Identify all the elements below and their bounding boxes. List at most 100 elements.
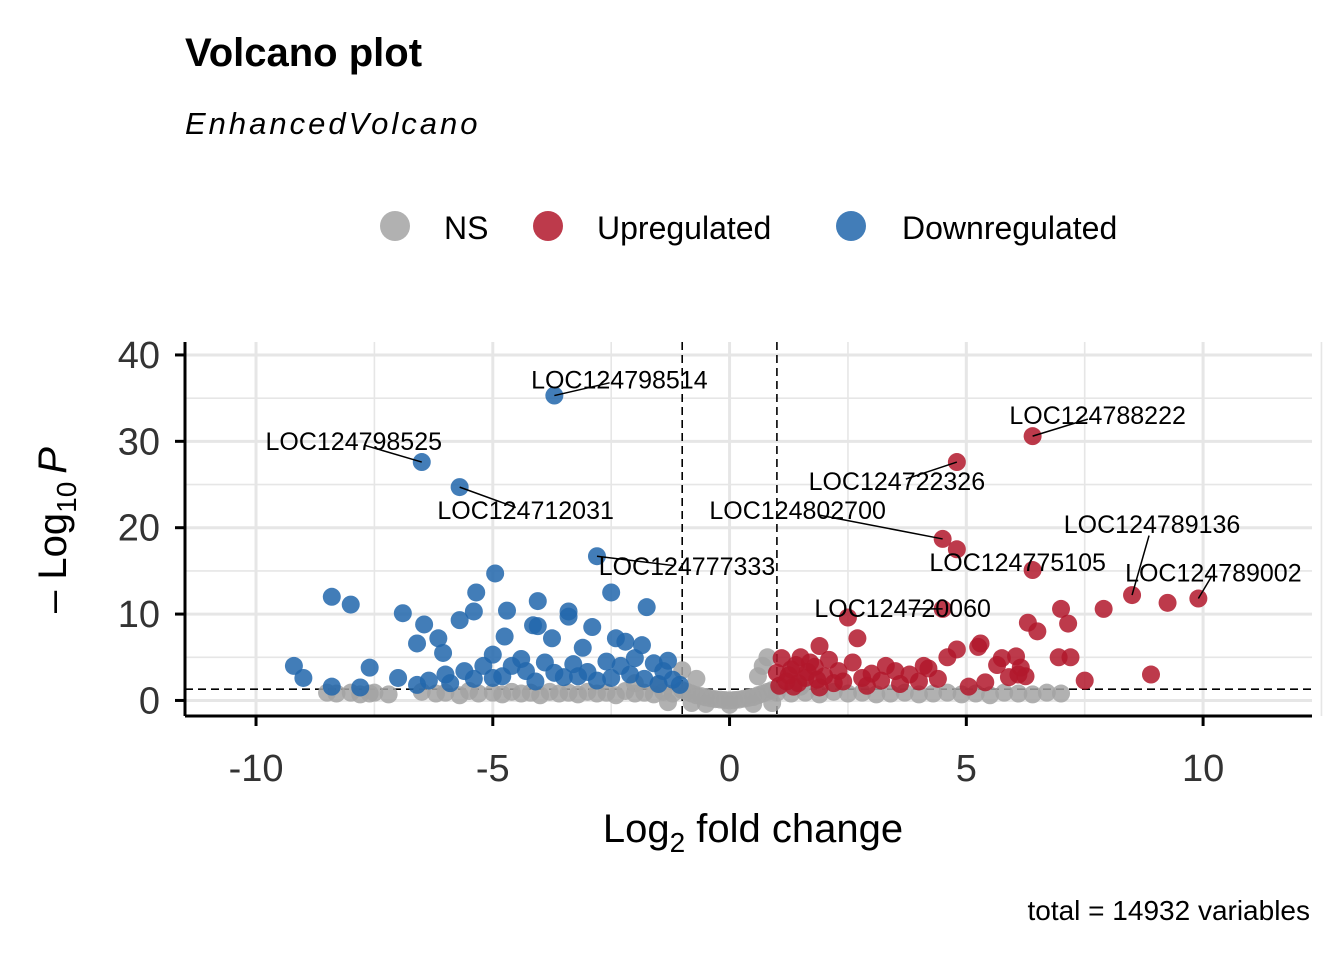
point-labels: LOC124798514 LOC124798525 LOC124712031 LOC1… (265, 367, 1301, 623)
point-upregulated (947, 540, 966, 559)
point-downregulated (528, 592, 547, 611)
y-tick-label: 20 (118, 508, 160, 550)
point-upregulated (928, 669, 947, 688)
point-downregulated (569, 667, 588, 686)
point-label: LOC124775105 (929, 549, 1106, 577)
point-downregulated (545, 663, 564, 682)
point-downregulated (294, 668, 313, 687)
ticks: -10 -5 0 5 10 0 10 20 30 40 (118, 335, 1225, 790)
point-upregulated (1075, 671, 1094, 690)
point-upregulated (891, 675, 910, 694)
point-upregulated (909, 672, 928, 691)
point-upregulated (988, 656, 1007, 675)
point-upregulated (969, 637, 988, 656)
point-downregulated (616, 632, 635, 651)
label-connector (459, 486, 517, 509)
point-downregulated (389, 668, 408, 687)
point-upregulated (1094, 599, 1113, 618)
x-tick-label: -5 (476, 748, 510, 790)
point-downregulated (464, 602, 483, 621)
point-upregulated (1158, 593, 1177, 612)
point-downregulated (360, 658, 379, 677)
point-downregulated (415, 615, 434, 634)
y-tick-label: 30 (118, 421, 160, 463)
point-ns (469, 684, 488, 703)
label-connector (819, 514, 943, 540)
point-upregulated (1023, 561, 1042, 580)
data-points (284, 386, 1208, 714)
point-downregulated (429, 629, 448, 648)
chart-title: Volcano plot (185, 31, 422, 75)
point-upregulated (810, 678, 829, 697)
point-label: LOC124720060 (814, 595, 991, 623)
point-downregulated (341, 595, 360, 614)
x-tick-label: 10 (1182, 748, 1224, 790)
point-upregulated (1052, 599, 1071, 618)
point-ns (365, 683, 384, 702)
point-ns (720, 695, 739, 714)
point-downregulated (625, 649, 644, 668)
point-downregulated (495, 627, 514, 646)
label-connector (363, 444, 422, 463)
point-upregulated (914, 656, 933, 675)
point-ns (659, 693, 677, 712)
x-tick-label: 5 (956, 748, 977, 790)
legend-label-upregulated: Upregulated (597, 210, 771, 246)
label-connector (554, 382, 610, 397)
point-downregulated (450, 611, 469, 630)
point-upregulated (810, 637, 829, 656)
point-downregulated (322, 677, 341, 696)
point-downregulated (436, 665, 455, 684)
legend-label-ns: NS (444, 210, 488, 246)
point-upregulated (824, 674, 843, 693)
point-label: LOC124788222 (1009, 402, 1186, 430)
point-downregulated (542, 629, 561, 648)
point-downregulated (498, 601, 516, 620)
point-downregulated (467, 583, 486, 602)
point-upregulated (820, 650, 838, 669)
y-tick-label: 0 (139, 680, 160, 722)
point-ns (379, 685, 398, 704)
point-upregulated (1016, 667, 1035, 686)
label-connector (1032, 418, 1089, 437)
point-downregulated (434, 643, 453, 662)
chart-subtitle: EnhancedVolcano (185, 106, 481, 141)
point-upregulated (876, 656, 895, 675)
point-label: LOC124777333 (599, 553, 776, 581)
point-downregulated (587, 671, 606, 690)
point-ns (1052, 684, 1071, 703)
point-label: LOC124789136 (1064, 511, 1241, 539)
x-tick-label: -10 (229, 748, 284, 790)
legend-swatch-ns (380, 211, 410, 241)
point-downregulated (583, 618, 602, 637)
label-connector (596, 555, 674, 567)
point-ns (1023, 685, 1042, 704)
point-upregulated (938, 648, 957, 667)
point-upregulated (872, 671, 891, 690)
label-connector (905, 461, 958, 480)
point-downregulated (602, 583, 621, 602)
point-ns (682, 694, 701, 713)
point-ns (696, 694, 715, 713)
point-upregulated (767, 663, 786, 682)
point-upregulated (999, 668, 1018, 687)
x-axis-label: Log2 fold change (603, 807, 903, 858)
y-tick-label: 10 (118, 594, 160, 636)
point-upregulated (1142, 665, 1160, 684)
point-downregulated (408, 675, 427, 694)
point-label: LOC124712031 (437, 497, 614, 525)
point-ns (909, 685, 928, 704)
point-downregulated (597, 652, 616, 671)
point-ns (1037, 683, 1056, 702)
point-downregulated (611, 656, 630, 675)
point-upregulated (843, 653, 862, 672)
point-label: LOC124802700 (709, 497, 886, 525)
label-connector (1131, 535, 1150, 596)
point-ns (938, 683, 957, 702)
point-upregulated (976, 673, 995, 692)
legend-swatch-downregulated (836, 211, 866, 241)
point-ns (744, 694, 763, 713)
point-downregulated (637, 598, 656, 617)
point-ns (763, 694, 782, 713)
